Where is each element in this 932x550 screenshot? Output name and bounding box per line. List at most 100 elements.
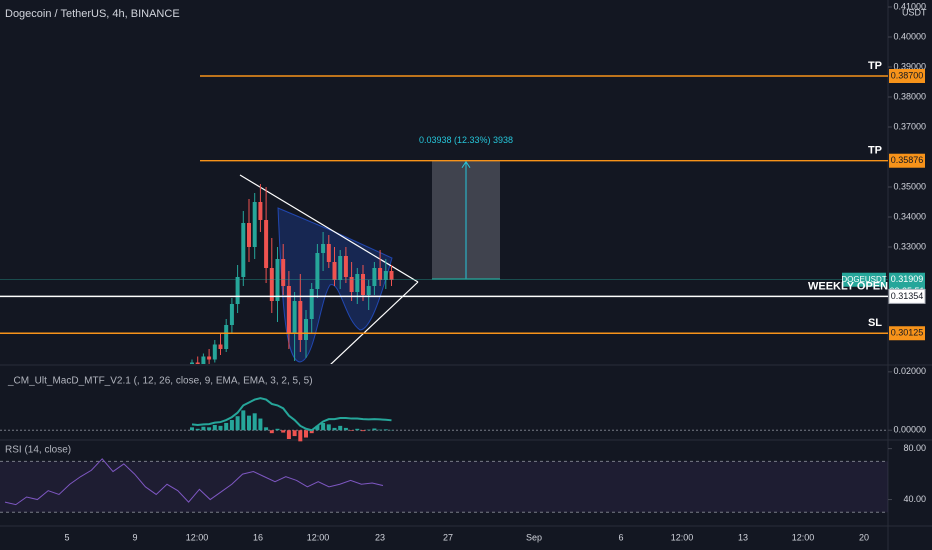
candle-body: [281, 259, 286, 286]
x-tick-label: 6: [618, 532, 623, 542]
x-tick-label: 12:00: [792, 532, 815, 542]
candle-body: [378, 268, 383, 280]
macd-histogram-bar: [321, 422, 326, 431]
price-badge-label: 0.31354: [891, 291, 924, 301]
x-tick-label: 9: [132, 532, 137, 542]
position-arrow-head: [461, 160, 471, 168]
candle-body: [338, 256, 343, 280]
candle-body: [292, 301, 297, 334]
macd-histogram-bar: [355, 428, 360, 431]
macd-histogram-bar: [195, 428, 200, 431]
candle-body: [229, 304, 234, 325]
candle-body: [258, 202, 263, 220]
rsi-line: [4, 458, 384, 506]
candle-body: [366, 286, 371, 295]
candle-body: [195, 362, 200, 364]
rsi-title: RSI (14, close): [5, 445, 71, 456]
level-name: SL: [868, 317, 882, 329]
price-badge: [888, 288, 926, 304]
candle-body: [235, 277, 240, 304]
macd-histogram-bar: [269, 430, 274, 434]
y-tick-label: 0.41000: [893, 1, 926, 11]
x-tick-label: 23: [375, 532, 385, 542]
price-badge-label: 0.30125: [891, 328, 924, 338]
price-badge-label: 0.35876: [891, 155, 924, 165]
candle-body: [343, 256, 348, 277]
macd-histogram-bar: [281, 430, 286, 433]
price-badge: [889, 326, 925, 341]
macd-histogram-bar: [286, 430, 291, 439]
price-badge: [889, 153, 925, 168]
candle-body: [224, 325, 229, 349]
macd-histogram-bar: [241, 410, 246, 431]
candle-body: [247, 223, 251, 247]
candle-body: [389, 271, 394, 280]
level-name: WEEKLY OPEN: [808, 280, 888, 292]
y-tick-label: 0.34000: [893, 211, 926, 221]
chart-layer: 0.41000 0.40000 0.39000 0.38000 0.37000 0.350…: [0, 1, 926, 542]
candle-body: [361, 274, 365, 295]
price-pane: [190, 160, 500, 364]
candle-body: [201, 356, 206, 364]
macd-histogram-bar: [218, 425, 223, 431]
macd-histogram-bar: [383, 429, 388, 431]
macd-line: [191, 397, 392, 432]
y-tick-label: 80.00: [903, 443, 926, 453]
candle-body: [349, 277, 354, 292]
macd-histogram-bar: [224, 422, 229, 431]
macd-histogram-bar: [275, 428, 280, 431]
position-label: 0.03938 (12.33%) 3938: [419, 135, 513, 145]
macd-histogram-bar: [349, 430, 354, 431]
y-tick-label: 0.39000: [893, 61, 926, 71]
level-name: TP: [868, 60, 882, 72]
macd-histogram-bar: [332, 427, 337, 431]
macd-histogram-bar: [326, 424, 331, 431]
candle-body: [218, 344, 223, 349]
y-tick-label: 0.35000: [893, 181, 926, 191]
macd-histogram-bar: [252, 413, 257, 431]
macd-histogram-bar: [247, 415, 251, 431]
x-tick-label: 12:00: [186, 532, 209, 542]
x-tick-label: 16: [253, 532, 263, 542]
macd-histogram-bar: [309, 430, 314, 434]
x-tick-label: Sep: [526, 532, 542, 542]
chart-title: Dogecoin / TetherUS, 4h, BINANCE: [5, 8, 180, 20]
macd-histogram-bar: [372, 428, 377, 431]
y-tick-label: 0.02000: [893, 366, 926, 376]
candle-body: [207, 356, 212, 360]
candle-body: [326, 244, 331, 262]
macd-histogram-bar: [361, 430, 365, 432]
y-tick-label: 0.40000: [893, 31, 926, 41]
x-tick-label: 27: [443, 532, 453, 542]
price-badge-label: 0.38700: [891, 70, 924, 80]
candle-body: [332, 262, 337, 280]
candle-body: [309, 289, 314, 319]
macd-histogram-bar: [207, 427, 212, 431]
y-tick-label: 0.38000: [893, 91, 926, 101]
symbol-badge: [842, 272, 886, 287]
candle-body: [321, 244, 326, 253]
macd-histogram-bar: [264, 427, 269, 431]
rsi-band: [0, 461, 888, 513]
candle-body: [304, 319, 308, 340]
candle-body: [383, 271, 388, 280]
macd-histogram-bar: [298, 430, 303, 442]
macd-title: _CM_Ult_MacD_MTF_V2.1 (, 12, 26, close, …: [7, 376, 313, 387]
candle-body: [190, 362, 194, 364]
price-badge: [889, 69, 925, 83]
trendline: [239, 174, 419, 283]
macd-histogram-bar: [304, 430, 308, 438]
macd-histogram-bar: [338, 425, 343, 431]
macd-histogram-bar: [212, 424, 217, 431]
candle-body: [298, 301, 303, 340]
macd-histogram-bar: [190, 427, 194, 431]
candle-body: [264, 220, 269, 268]
y-tick-label: 0.33000: [893, 241, 926, 251]
candle-body: [372, 268, 377, 286]
macd-histogram-bar: [235, 416, 240, 431]
macd-histogram-bar: [258, 418, 263, 431]
candle-body: [355, 274, 360, 292]
candle-body: [252, 202, 257, 247]
